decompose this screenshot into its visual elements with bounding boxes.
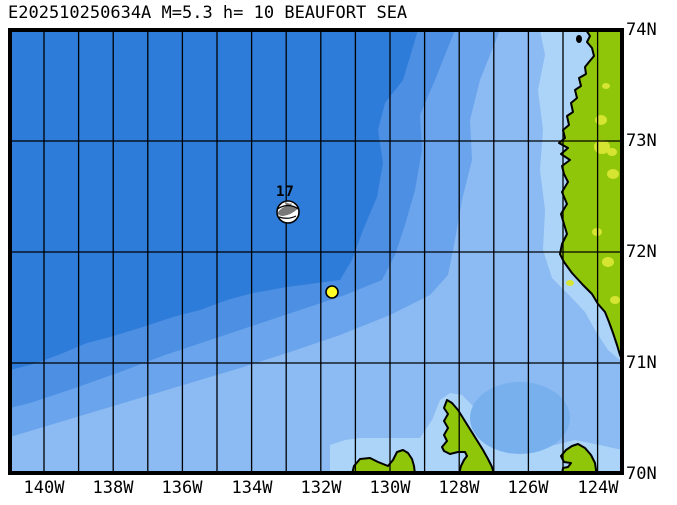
focal-mechanism-beachball-icon: [276, 200, 300, 224]
lon-label-140w: 140W: [23, 478, 65, 498]
cape-bathurst-peninsula: [441, 399, 495, 471]
beachball-number-label: 17: [276, 184, 295, 200]
lon-label-128w: 128W: [438, 478, 480, 498]
banks-island-landmass: [558, 32, 620, 358]
amundsen-gulf-water: [470, 382, 570, 454]
lon-label-138w: 138W: [92, 478, 134, 498]
map-title: E202510250634A M=5.3 h= 10 BEAUFORT SEA: [8, 3, 408, 23]
lon-label-124w: 124W: [577, 478, 619, 498]
lon-label-130w: 130W: [369, 478, 411, 498]
lat-label-72n: 72N: [626, 242, 657, 262]
banks-island-terrain-patches: [566, 83, 620, 304]
map-border: [8, 28, 624, 475]
small-islet: [576, 35, 582, 43]
lat-label-73n: 73N: [626, 131, 657, 151]
lat-label-71n: 71N: [626, 353, 657, 373]
beaufort-sea-map: [8, 28, 624, 475]
latitude-grid-lines: [12, 140, 620, 364]
lat-label-70n: 70N: [626, 464, 657, 484]
epicenter-dot: [325, 285, 339, 299]
lon-label-136w: 136W: [161, 478, 203, 498]
lon-label-134w: 134W: [231, 478, 273, 498]
tuktoyaktuk-coast-landmass: [351, 449, 416, 471]
lon-label-132w: 132W: [300, 478, 342, 498]
lon-label-126w: 126W: [507, 478, 549, 498]
lat-label-74n: 74N: [626, 20, 657, 40]
baillie-island-landmass: [560, 443, 597, 471]
